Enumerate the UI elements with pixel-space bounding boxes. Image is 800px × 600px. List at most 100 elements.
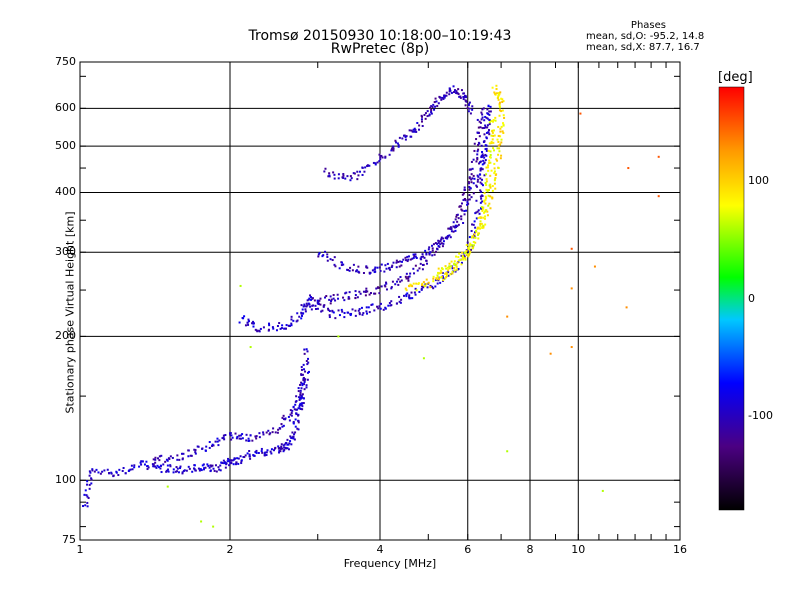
- ionogram-point: [400, 264, 403, 267]
- ionogram-point: [469, 242, 472, 245]
- ionogram-point: [190, 454, 193, 457]
- ionogram-point: [455, 265, 458, 268]
- ionogram-point: [354, 296, 357, 299]
- ionogram-point: [385, 281, 388, 284]
- ionogram-point: [469, 168, 472, 171]
- ionogram-point: [297, 419, 300, 422]
- ionogram-point: [497, 167, 500, 170]
- ionogram-point: [469, 248, 472, 251]
- ionogram-point: [131, 468, 134, 471]
- ionogram-point: [479, 169, 482, 172]
- ionogram-point: [498, 106, 501, 109]
- ionogram-point: [483, 140, 486, 143]
- ionogram-point: [488, 110, 491, 113]
- ionogram-point: [380, 285, 383, 288]
- ionogram-point: [424, 283, 427, 286]
- ionogram-point: [470, 244, 473, 247]
- ionogram-point: [481, 113, 484, 116]
- ionogram-point: [476, 153, 479, 156]
- ionogram-point: [475, 229, 478, 232]
- ionogram-point: [390, 300, 393, 303]
- ionogram-point: [265, 431, 268, 434]
- ionogram-point: [392, 147, 395, 150]
- ionogram-point: [453, 266, 456, 269]
- ionogram-point: [481, 116, 484, 119]
- ionogram-point: [333, 173, 336, 176]
- ionogram-point: [214, 440, 217, 443]
- ionogram-point: [362, 290, 365, 293]
- ionogram-point: [301, 408, 304, 411]
- ionogram-point: [440, 236, 443, 239]
- ionogram-point: [399, 301, 402, 304]
- ionogram-point: [494, 116, 497, 119]
- ionogram-point: [285, 324, 288, 327]
- ionogram-point: [294, 403, 297, 406]
- ionogram-point: [310, 308, 313, 311]
- ionogram-point: [484, 148, 487, 151]
- ionogram-point: [491, 120, 494, 123]
- ionogram-point: [262, 431, 265, 434]
- ionogram-point: [187, 455, 190, 458]
- ionogram-point: [497, 140, 500, 143]
- ionogram-point: [476, 174, 479, 177]
- ionogram-point: [369, 292, 372, 295]
- ionogram-point: [481, 150, 484, 153]
- ionogram-point: [388, 268, 391, 271]
- ionogram-point: [475, 217, 478, 220]
- ionogram-point: [306, 371, 309, 374]
- ionogram-point: [391, 146, 394, 149]
- ionogram-point: [413, 291, 416, 294]
- ionogram-point: [422, 286, 425, 289]
- ionogram-point: [486, 214, 489, 217]
- ionogram-point: [428, 251, 431, 254]
- ionogram-point: [233, 458, 236, 461]
- ionogram-point: [404, 287, 407, 290]
- ionogram-point: [492, 147, 495, 150]
- ionogram-point: [386, 262, 389, 265]
- ionogram-point: [500, 141, 503, 144]
- ionogram-point: [346, 175, 349, 178]
- ionogram-point: [453, 91, 456, 94]
- ionogram-point: [358, 313, 361, 316]
- ionogram-point: [297, 414, 300, 417]
- ionogram-point: [239, 434, 242, 437]
- ionogram-point: [233, 457, 236, 460]
- ionogram-point: [328, 316, 331, 319]
- ionogram-point: [405, 295, 408, 298]
- ionogram-point: [385, 282, 388, 285]
- ionogram-point: [371, 269, 374, 272]
- ionogram-point: [449, 226, 452, 229]
- ionogram-point: [418, 124, 421, 127]
- ionogram-point: [397, 145, 400, 148]
- ionogram-point: [473, 220, 476, 223]
- ionogram-point: [290, 443, 293, 446]
- ionogram-point: [409, 283, 412, 286]
- ionogram-point: [374, 270, 377, 273]
- ionogram-point: [500, 138, 503, 141]
- ionogram-point: [434, 250, 437, 253]
- phase-stats-o: mean, sd,O: -95.2, 14.8: [586, 31, 705, 42]
- ionogram-point: [167, 468, 170, 471]
- ionogram-point: [391, 280, 394, 283]
- ionogram-point: [398, 300, 401, 303]
- ionogram-point: [439, 272, 442, 275]
- ionogram-point: [491, 86, 494, 89]
- ionogram-point: [311, 304, 314, 307]
- ionogram-point: [493, 162, 496, 165]
- ionogram-point: [297, 407, 300, 410]
- ionogram-point: [487, 169, 490, 172]
- ionogram-point: [482, 226, 485, 229]
- ionogram-point: [439, 276, 442, 279]
- ionogram-point: [501, 98, 504, 101]
- ionogram-point: [484, 198, 487, 201]
- ionogram-point: [489, 150, 492, 153]
- ionogram-point: [458, 205, 461, 208]
- ionogram-point: [432, 287, 435, 290]
- ionogram-point: [424, 117, 427, 120]
- ionogram-point: [410, 284, 413, 287]
- ionogram-point: [343, 316, 346, 319]
- ionogram-point: [481, 153, 484, 156]
- ionogram-point: [451, 272, 454, 275]
- ionogram-point: [406, 292, 409, 295]
- ionogram-point: [477, 175, 480, 178]
